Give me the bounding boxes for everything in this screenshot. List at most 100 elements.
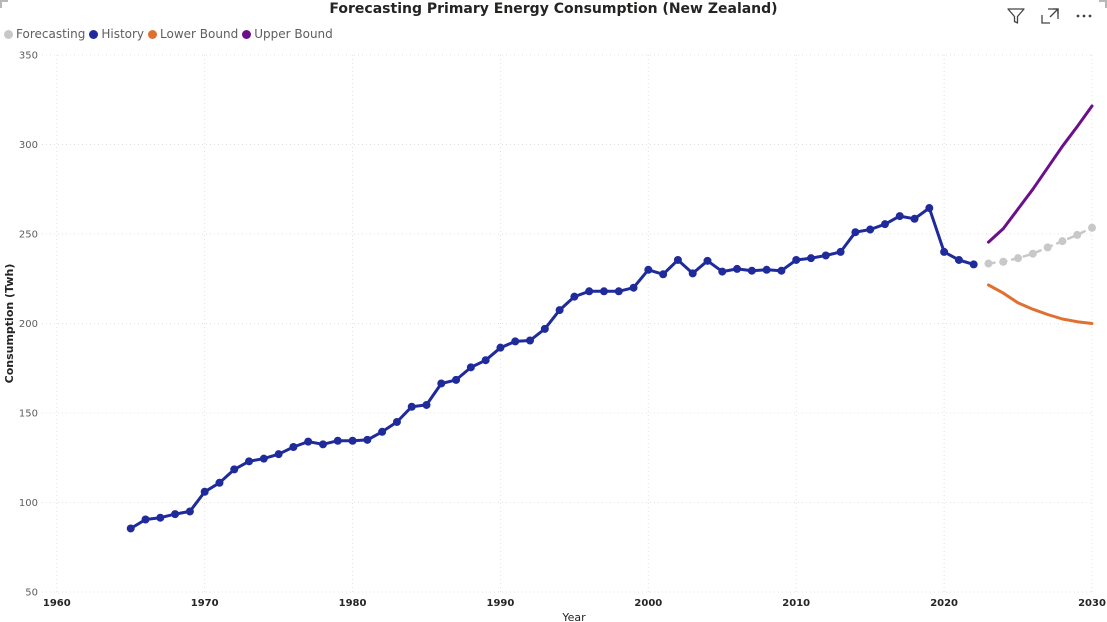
resize-corner-top-left (0, 0, 8, 8)
data-point-history (629, 283, 638, 292)
data-point-history (644, 265, 653, 274)
legend-marker-forecasting (4, 29, 13, 39)
data-point-forecasting (1058, 237, 1067, 246)
series-line-lower-bound (987, 283, 1094, 325)
focus-mode-icon[interactable] (1039, 6, 1061, 26)
y-tick-label: 350 (19, 51, 38, 62)
legend-item-upper-bound[interactable]: Upper Bound (242, 27, 333, 41)
y-tick-label: 300 (19, 140, 38, 151)
data-point-history (585, 287, 594, 296)
data-point-history (880, 220, 889, 229)
legend-marker-upper-bound (242, 29, 252, 39)
data-point-forecasting (1073, 230, 1082, 239)
data-point-history (481, 356, 490, 365)
data-point-history (821, 251, 830, 260)
chart-series (126, 104, 1096, 533)
data-point-history (200, 487, 209, 496)
data-point-history (733, 264, 742, 273)
data-point-forecasting (984, 259, 993, 268)
chart-title: Forecasting Primary Energy Consumption (… (329, 1, 778, 17)
legend-item-lower-bound[interactable]: Lower Bound (148, 27, 238, 41)
y-tick-label: 150 (19, 409, 38, 420)
x-tick-label: 1980 (339, 598, 367, 609)
series-line-upper-bound (987, 104, 1094, 244)
data-point-history (866, 225, 875, 234)
y-axis-title: Consumption (Twh) (3, 264, 16, 384)
data-point-history (910, 214, 919, 223)
data-point-history (126, 524, 135, 533)
data-point-history (215, 478, 224, 487)
data-point-history (245, 457, 254, 466)
data-point-history (540, 324, 549, 333)
data-point-history (466, 363, 475, 372)
chart-grid (42, 54, 1093, 593)
data-point-history (422, 400, 431, 409)
data-point-history (718, 267, 727, 276)
data-point-history (659, 270, 668, 279)
data-point-history (452, 375, 461, 384)
visual-header-icons (1005, 6, 1095, 26)
data-point-history (496, 343, 505, 352)
data-point-history (555, 306, 564, 315)
x-tick-label: 2030 (1078, 598, 1106, 609)
data-point-history (688, 269, 697, 278)
x-axis-title: Year (561, 611, 586, 622)
data-point-history (614, 287, 623, 296)
data-point-history (851, 228, 860, 237)
data-point-history (747, 266, 756, 275)
data-point-history (526, 336, 535, 345)
data-point-history (141, 515, 150, 524)
x-axis: 1960 1970 1980 1990 2000 2010 2020 2030 (43, 598, 1106, 609)
data-point-history (570, 292, 579, 301)
data-point-history (895, 212, 904, 221)
data-point-history (954, 255, 963, 264)
chart-legend: Forecasting History Lower Bound Upper Bo… (4, 27, 337, 41)
legend-label-history: History (101, 27, 145, 41)
more-options-icon[interactable] (1073, 6, 1095, 26)
data-point-forecasting (1043, 243, 1052, 252)
data-point-history (762, 265, 771, 274)
y-tick-label: 200 (19, 319, 38, 330)
data-point-history (348, 436, 357, 445)
data-point-history (259, 454, 268, 463)
y-tick-label: 50 (25, 588, 38, 599)
data-point-forecasting (1028, 249, 1037, 258)
legend-item-history[interactable]: History (89, 27, 144, 41)
data-point-history (599, 287, 608, 296)
data-point-history (289, 443, 298, 452)
data-point-history (777, 266, 786, 275)
y-tick-label: 250 (19, 230, 38, 241)
x-tick-label: 2000 (634, 598, 662, 609)
y-axis: 50 100 150 200 250 300 350 (19, 51, 38, 599)
data-point-history (318, 440, 327, 449)
data-point-history (836, 247, 845, 256)
x-tick-label: 1990 (487, 598, 515, 609)
data-point-history (171, 510, 180, 519)
legend-label-upper-bound: Upper Bound (254, 27, 333, 41)
data-point-history (807, 254, 816, 263)
data-point-history (969, 260, 978, 269)
data-point-history (925, 204, 934, 213)
x-tick-label: 1970 (191, 598, 219, 609)
legend-marker-lower-bound (148, 29, 158, 39)
data-point-history (274, 450, 283, 459)
data-point-history (407, 402, 416, 411)
data-point-history (378, 427, 387, 436)
legend-label-lower-bound: Lower Bound (160, 27, 239, 41)
data-point-history (511, 337, 520, 346)
data-point-history (304, 437, 313, 446)
data-point-history (673, 255, 682, 264)
data-point-history (156, 513, 165, 522)
x-tick-label: 1960 (43, 598, 71, 609)
filter-icon[interactable] (1005, 6, 1027, 26)
legend-item-forecasting[interactable]: Forecasting (4, 27, 85, 41)
data-point-history (703, 256, 712, 265)
data-point-forecasting (1088, 223, 1096, 232)
data-point-forecasting (999, 257, 1008, 266)
legend-marker-history (89, 29, 99, 39)
data-point-history (792, 255, 801, 264)
data-point-history (185, 507, 194, 516)
data-point-history (437, 379, 446, 388)
